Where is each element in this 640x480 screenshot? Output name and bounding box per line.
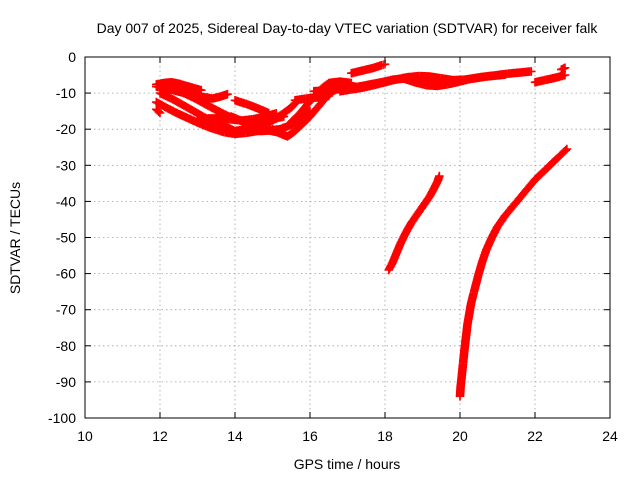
data-point-markers: [455, 144, 572, 401]
x-tick-label: 22: [527, 428, 543, 444]
data-point-markers: [384, 171, 444, 275]
chart-title: Day 007 of 2025, Sidereal Day-to-day VTE…: [97, 20, 599, 36]
data-point-markers: [557, 63, 570, 74]
grid-lines: [85, 57, 610, 418]
data-series: [152, 105, 165, 118]
x-tick-label: 16: [302, 428, 318, 444]
data-series: [557, 63, 570, 74]
data-series: [455, 144, 572, 401]
data-point-markers: [347, 59, 390, 78]
y-tick-label: -10: [56, 85, 76, 101]
x-tick-label: 12: [152, 428, 168, 444]
data-series: [384, 171, 444, 275]
x-tick-label: 24: [602, 428, 618, 444]
x-tick-label: 14: [227, 428, 243, 444]
y-axis-label: SDTVAR / TECUs: [7, 182, 23, 294]
data-series: [347, 59, 390, 78]
data-series: [230, 96, 274, 118]
y-tick-label: -20: [56, 121, 76, 137]
y-tick-label: -50: [56, 230, 76, 246]
y-tick-label: -100: [48, 410, 76, 426]
data-points: [152, 59, 572, 401]
y-tick-label: -90: [56, 374, 76, 390]
x-tick-label: 10: [77, 428, 93, 444]
data-point-markers: [530, 70, 570, 87]
data-point-markers: [152, 105, 165, 118]
data-series: [399, 70, 510, 91]
data-series: [530, 70, 570, 87]
x-tick-label: 18: [377, 428, 393, 444]
data-point-markers: [399, 70, 510, 91]
x-tick-label: 20: [452, 428, 468, 444]
y-tick-label: -30: [56, 157, 76, 173]
y-tick-label: -40: [56, 193, 76, 209]
axis-ticks: 10 12 14 16 18 20 22 24 0 -10 -20 -30 -40 -50 -60 -70 -8…: [48, 49, 618, 444]
data-point-markers: [230, 96, 274, 118]
y-tick-label: -60: [56, 266, 76, 282]
y-tick-label: -70: [56, 302, 76, 318]
x-axis-label: GPS time / hours: [294, 456, 401, 472]
y-tick-label: -80: [56, 338, 76, 354]
y-tick-label: 0: [68, 49, 76, 65]
